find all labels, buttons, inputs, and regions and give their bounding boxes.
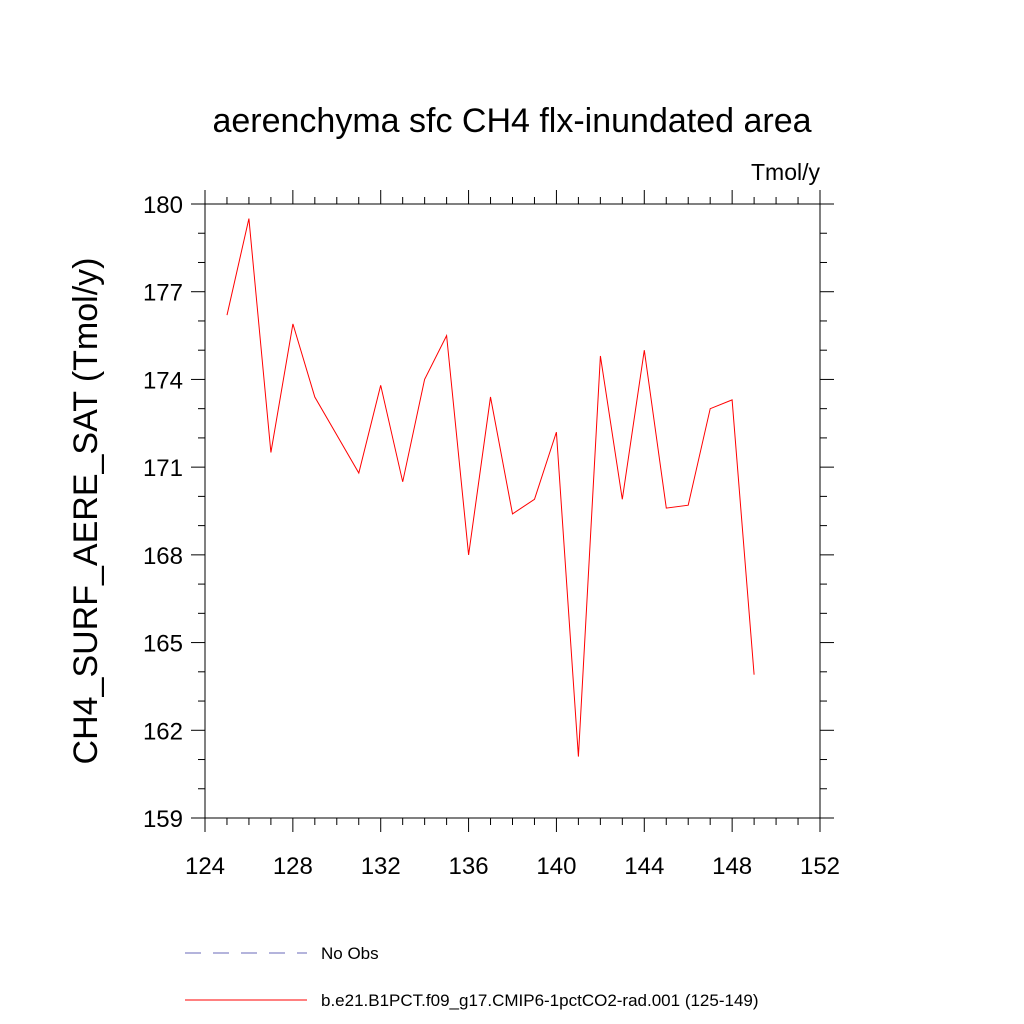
y-tick-label: 168 <box>143 543 183 570</box>
x-tick-label: 132 <box>361 853 401 880</box>
legend: No Obs b.e21.B1PCT.f09_g17.CMIP6-1pctCO2-… <box>185 944 759 1010</box>
y-tick-label: 159 <box>143 806 183 833</box>
x-tick-label: 136 <box>449 853 489 880</box>
series-line-1 <box>226 218 755 757</box>
chart-title: aerenchyma sfc CH4 flx-inundated area <box>212 102 811 140</box>
x-tick-label: 128 <box>273 853 313 880</box>
y-tick-labels: 159 162 165 168 171 174 177 180 <box>143 192 183 833</box>
x-tick-label: 124 <box>185 853 225 880</box>
units-label: Tmol/y <box>751 159 821 185</box>
legend-label: b.e21.B1PCT.f09_g17.CMIP6-1pctCO2-rad.00… <box>321 991 759 1010</box>
y-tick-label: 171 <box>143 455 183 482</box>
series-lines <box>226 218 755 757</box>
x-tick-label: 148 <box>712 853 752 880</box>
y-tick-label: 165 <box>143 631 183 658</box>
x-tick-label: 144 <box>624 853 664 880</box>
plot-frame <box>204 203 821 819</box>
x-tick-label: 140 <box>536 853 576 880</box>
y-tick-label: 180 <box>143 192 183 219</box>
legend-label: No Obs <box>321 944 379 963</box>
x-tick-labels: 124 128 132 136 140 144 148 152 <box>185 853 840 880</box>
y-tick-label: 174 <box>143 367 183 394</box>
x-tick-label: 152 <box>800 853 840 880</box>
y-axis-label: CH4_SURF_AERE_SAT (Tmol/y) <box>67 258 105 765</box>
axis-ticks <box>191 190 834 832</box>
y-tick-label: 177 <box>143 280 183 307</box>
y-tick-label: 162 <box>143 718 183 745</box>
